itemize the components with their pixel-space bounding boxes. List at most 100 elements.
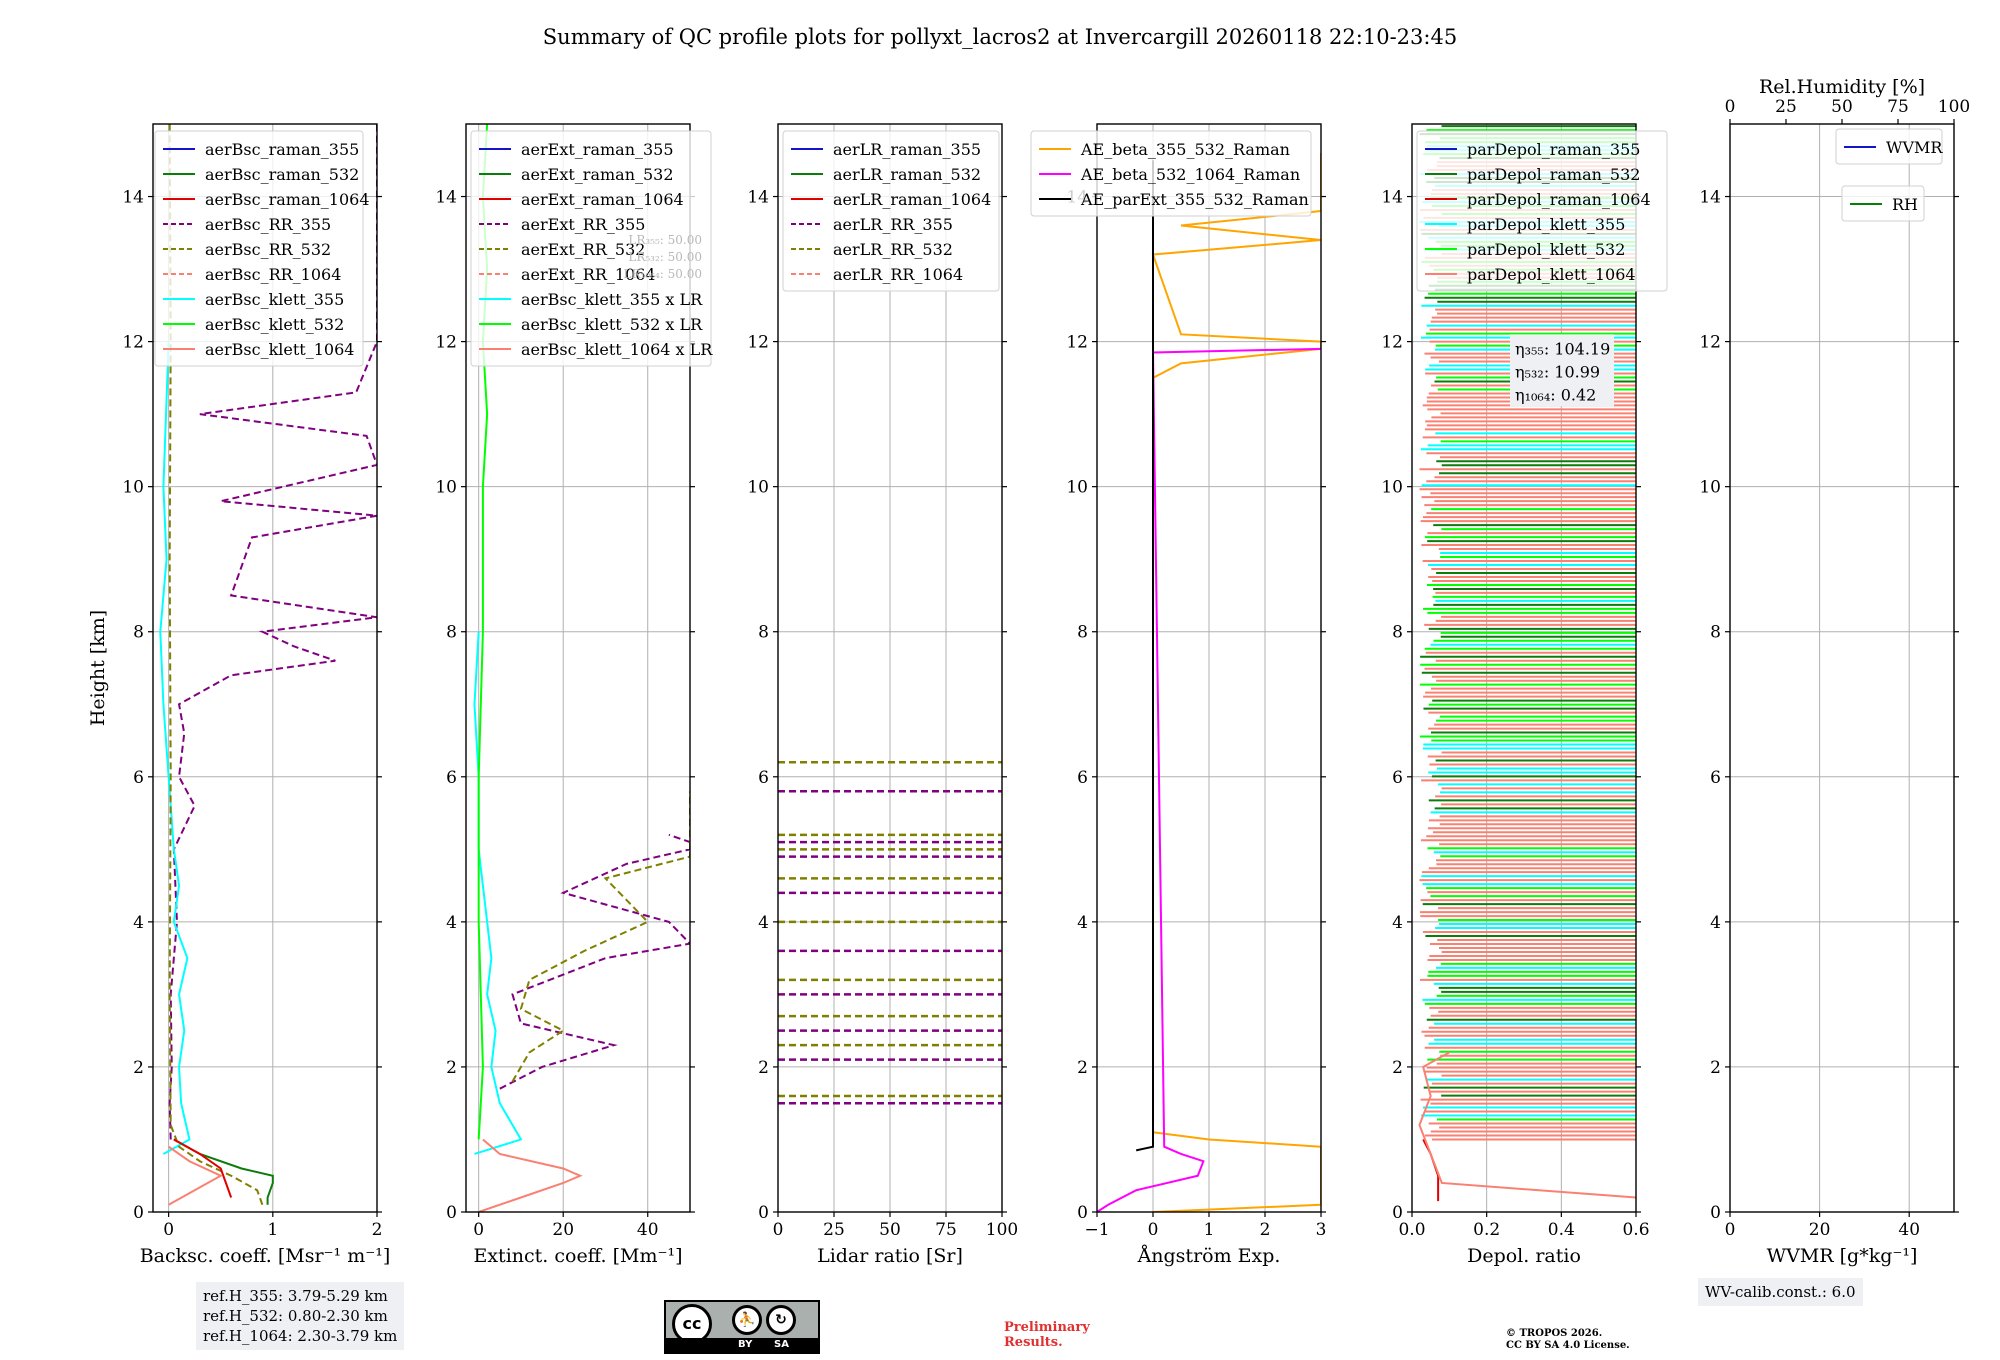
ref-height-1064: ref.H_1064: 2.30-3.79 km	[203, 1327, 398, 1345]
ytick-label: 4	[1710, 913, 1721, 933]
ytick-label: 4	[758, 913, 769, 933]
series-aerBsc_raman_532	[173, 1138, 274, 1205]
preliminary-line-1: Preliminary	[1004, 1320, 1090, 1335]
x2tick-label: 75	[1887, 97, 1909, 117]
eta-value: η₅₃₂: 10.99	[1515, 362, 1600, 381]
ytick-label: 6	[1077, 768, 1088, 788]
ytick-label: 2	[1392, 1058, 1403, 1078]
xtick-label: 20	[552, 1220, 574, 1240]
ytick-label: 8	[1077, 623, 1088, 643]
legend-box	[470, 130, 712, 367]
legend: aerLR_raman_355 aerLR_raman_532 aerLR_rama…	[782, 130, 1000, 292]
legend-entry: aerLR_raman_1064	[833, 190, 991, 209]
xtick-label: 0.2	[1473, 1220, 1500, 1240]
xtick-label: 25	[823, 1220, 845, 1240]
ytick-label: 14	[435, 188, 457, 208]
x2tick-label: 25	[1775, 97, 1797, 117]
legend-entry: aerBsc_raman_532	[205, 165, 359, 184]
share-alike-icon: ↻	[766, 1305, 796, 1335]
legend-entry: aerExt_raman_355	[521, 140, 674, 159]
legend-entry: aerLR_raman_355	[833, 140, 981, 159]
axes-frame	[1411, 123, 1637, 1213]
ytick-label: 6	[1710, 768, 1721, 788]
legend: parDepol_raman_355 parDepol_raman_532 parD…	[1416, 130, 1668, 292]
axes-frame	[152, 123, 378, 1213]
lr-label: LR₅₃₂: 50.00	[628, 250, 702, 264]
x2-axis-label: Rel.Humidity [%]	[1759, 76, 1925, 98]
xtick-label: 100	[986, 1220, 1018, 1240]
ytick-label: 8	[1392, 623, 1403, 643]
axes-frame	[465, 123, 691, 1213]
ytick-label: 2	[1077, 1058, 1088, 1078]
legend-entry: parDepol_klett_532	[1467, 240, 1625, 259]
cc-license-badge[interactable]: cc ⛹ ↻ BY SA	[664, 1300, 820, 1354]
xtick-label: 0.6	[1622, 1220, 1649, 1240]
cc-by-label: BY	[738, 1339, 753, 1350]
legend: WVMR	[1835, 128, 1943, 165]
legend-box	[1030, 130, 1312, 217]
ytick-label: 4	[1392, 913, 1403, 933]
xtick-label: 1	[1204, 1220, 1215, 1240]
legend-box	[1835, 128, 1943, 165]
legend: aerExt_raman_355 aerExt_raman_532 aerExt_r…	[470, 130, 713, 367]
xtick-label: 75	[935, 1220, 957, 1240]
series-aerBsc_klett_1064	[168, 1145, 223, 1206]
legend-entry: aerLR_RR_355	[833, 215, 953, 234]
ytick-label: 12	[435, 333, 457, 353]
series-aerBsc_RR_355	[168, 124, 377, 1140]
copyright-line-2: CC BY SA 4.0 License.	[1506, 1340, 1630, 1351]
ytick-label: 12	[747, 333, 769, 353]
legend-entry: aerBsc_klett_532	[205, 315, 344, 334]
preliminary-note: Preliminary Results.	[1004, 1320, 1090, 1350]
xtick-label: 20	[1809, 1220, 1831, 1240]
x2tick-label: 0	[1725, 97, 1736, 117]
cc-logo-text: cc	[682, 1314, 702, 1333]
ref-height-532: ref.H_532: 0.80-2.30 km	[203, 1307, 388, 1325]
xtick-label: 0.0	[1398, 1220, 1425, 1240]
ytick-label: 10	[122, 478, 144, 498]
series-aerExt_RR_355	[499, 833, 690, 1090]
legend-entry: aerLR_RR_532	[833, 240, 953, 259]
legend-entry: aerExt_raman_1064	[521, 190, 684, 209]
ytick-label: 4	[133, 913, 144, 933]
legend: AE_beta_355_532_Raman AE_beta_532_1064_Ra…	[1030, 130, 1312, 217]
panel-wv: 0 2 4 6 8 10 12 14 0 20 40 WVMR [g*kg⁻¹] 0 25 50 75 100 R…	[1699, 76, 1970, 1267]
legend-entry: aerLR_RR_1064	[833, 265, 963, 284]
legend-box	[154, 130, 364, 367]
plot-area	[778, 761, 1002, 1105]
ytick-label: 2	[758, 1058, 769, 1078]
attribution-icon: ⛹	[732, 1305, 762, 1335]
ytick-label: 0	[446, 1203, 457, 1223]
legend-entry: aerExt_RR_532	[521, 240, 645, 259]
x-axis-label: Lidar ratio [Sr]	[817, 1245, 963, 1267]
series-parDepol_raman_1064	[1422, 1139, 1440, 1202]
legend-entry: AE_beta_355_532_Raman	[1080, 140, 1290, 159]
legend-entry: parDepol_raman_355	[1467, 140, 1640, 159]
series-AE_beta_355_532_Raman	[1151, 153, 1321, 1212]
cc-logo-icon: cc	[672, 1304, 712, 1344]
legend-entry: aerExt_RR_1064	[521, 265, 656, 284]
xtick-label: −1	[1084, 1220, 1109, 1240]
legend-entry: aerBsc_klett_1064	[205, 340, 354, 359]
legend-entry: aerExt_RR_355	[521, 215, 645, 234]
ref-height-355: ref.H_355: 3.79-5.29 km	[203, 1287, 388, 1305]
wv-calib-label: WV-calib.const.: 6.0	[1705, 1283, 1856, 1301]
xtick-label: 2	[372, 1220, 383, 1240]
ytick-label: 10	[1381, 478, 1403, 498]
x-axis-label: WVMR [g*kg⁻¹]	[1767, 1245, 1918, 1267]
axes-frame	[1096, 123, 1322, 1213]
ytick-label: 2	[133, 1058, 144, 1078]
series-aerBsc_klett_1064 x LR	[478, 1138, 583, 1212]
ytick-label: 0	[1077, 1203, 1088, 1223]
ytick-label: 10	[1066, 478, 1088, 498]
ytick-label: 4	[1077, 913, 1088, 933]
ytick-label: 10	[747, 478, 769, 498]
ytick-label: 14	[1381, 188, 1403, 208]
legend-entry: aerBsc_klett_532 x LR	[521, 315, 703, 334]
series-aerBsc_klett_355	[159, 341, 191, 1155]
ytick-label: 6	[446, 768, 457, 788]
panel-lr: 0 2 4 6 8 10 12 14 0 25 50 75 100 Lidar ratio [Sr] aer…	[747, 123, 1018, 1267]
legend-entry: aerBsc_RR_355	[205, 215, 331, 234]
y-axis-label: Height [km]	[87, 610, 109, 726]
